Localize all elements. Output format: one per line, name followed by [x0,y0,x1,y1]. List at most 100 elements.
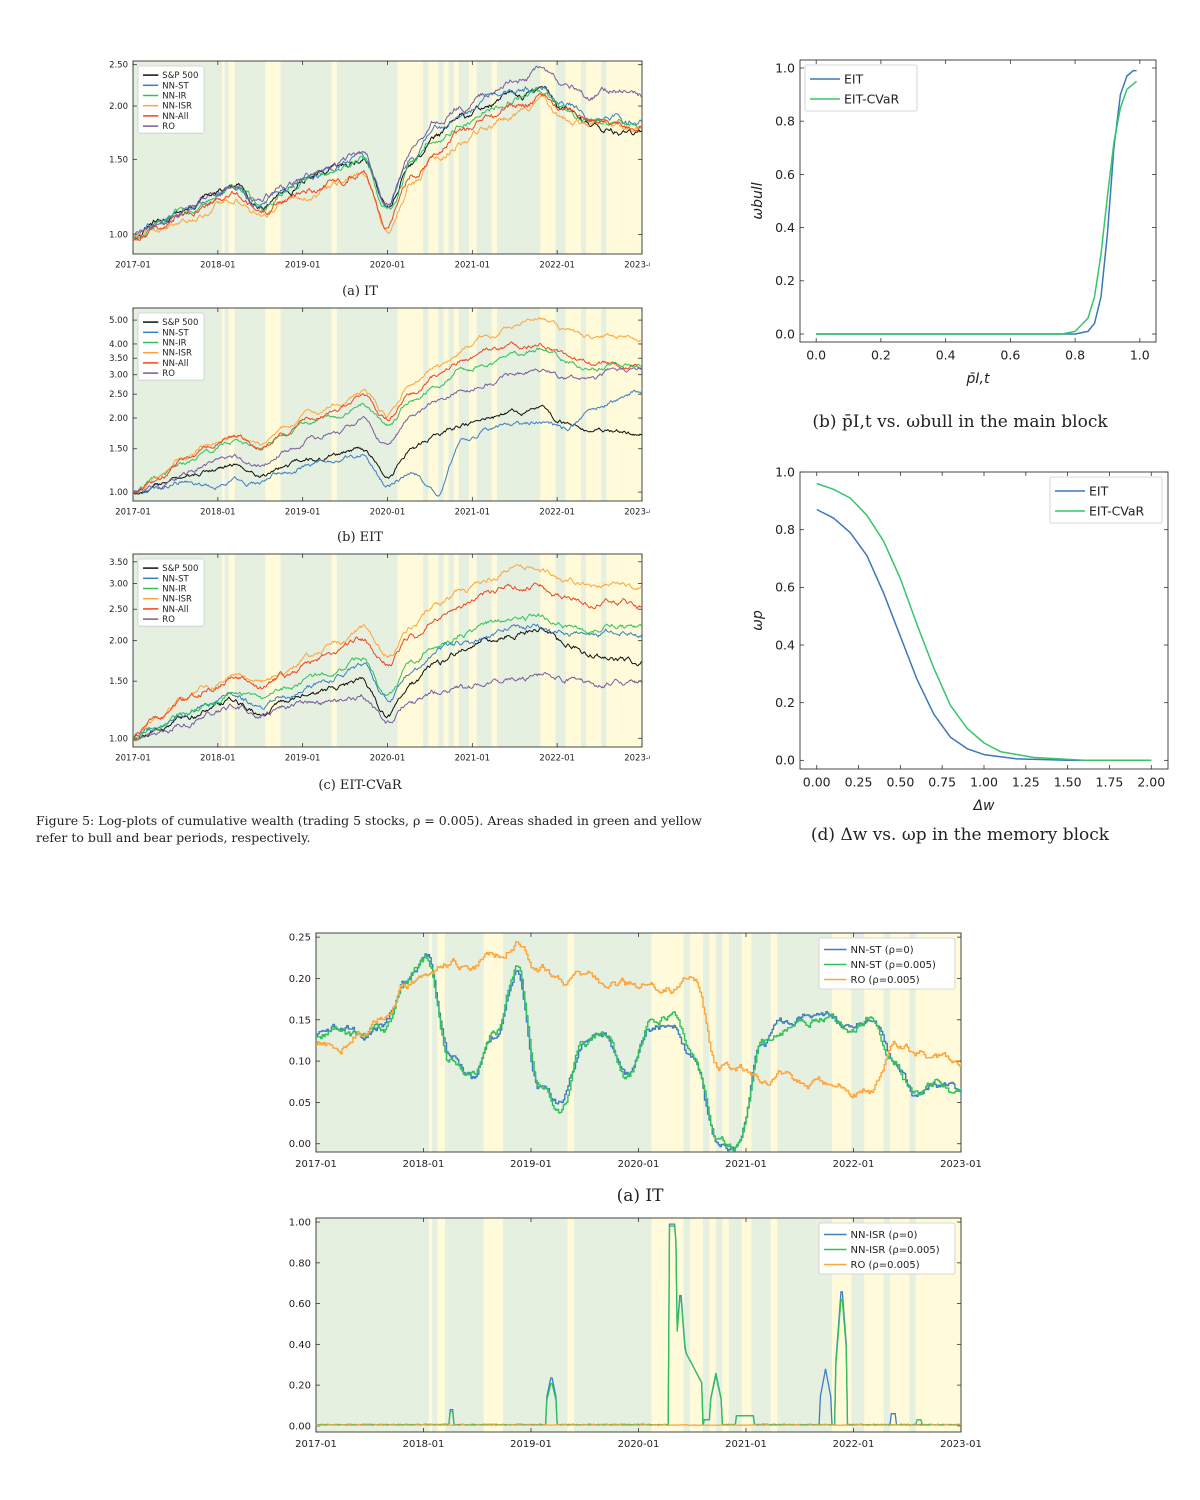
bear-period [453,554,460,747]
bear-period [222,554,225,747]
legend-label: RO (ρ=0.005) [851,1260,920,1271]
y-tick-label: 0.8 [775,114,795,129]
bull-period [601,61,607,254]
x-tick-label: 0.6 [1000,348,1020,363]
bull-period [448,61,454,254]
legend-label: S&P 500 [162,564,198,574]
series-lines [316,941,961,1152]
bear-period [741,1218,752,1432]
bear-period [651,933,684,1152]
bull-period [496,308,541,501]
bear-period [722,933,730,1152]
series-ro-0-005- [316,941,961,1099]
figure-5-caption: Figure 5: Log-plots of cumulative wealth… [36,813,702,845]
bear-period [331,61,337,254]
x-tick-label: 2017-01 [115,261,151,271]
bull-period [316,933,430,1152]
bull-period [503,1218,568,1432]
y-tick-label: 1.00 [289,1218,311,1229]
y-tick-label: 0.10 [289,1057,311,1068]
bull-period [751,1218,772,1432]
bear-period [770,1218,778,1432]
bear-period [709,1218,717,1432]
series-nn-st [133,623,642,740]
bull-period [438,554,444,747]
series-ro [133,671,642,741]
series-nn-all [133,92,642,241]
x-tick-label: 1.50 [1054,775,1082,790]
y-tick-label: 0.15 [289,1015,311,1026]
y-tick-label: 1.50 [109,677,128,687]
legend-label: EIT [1089,483,1109,498]
x-tick-label: 2021-01 [455,261,491,271]
x-tick-label: 2022-01 [539,508,575,518]
legend-label: EIT-CVaR [1089,503,1145,518]
bull-period [909,933,917,1152]
y-tick-label: 1.00 [109,734,128,744]
caption-a: (a) IT [342,284,378,299]
bear-period [540,308,556,501]
x-tick-label: 2017-01 [295,1439,337,1450]
regime-shading [316,933,962,1152]
legend-label: EIT [844,71,864,86]
bull-period [909,1218,917,1432]
bull-period [280,61,332,254]
bull-period [448,554,454,747]
bull-period [555,554,566,747]
bear-period [483,933,504,1152]
legend-label: RO [162,369,175,379]
series-eit-cvar [816,80,1138,335]
x-tick-label: 0.4 [936,348,956,363]
bear-period [483,1218,504,1432]
x-tick-label: 2023-01 [940,1159,982,1170]
x-tick-label: 2022-01 [833,1159,875,1170]
weights-isr-chart: 0.00 0.20 0.40 0.60 0.80 1.00 2017-01 2018-01 20… [289,1217,982,1450]
bear-period [437,1218,446,1432]
bull-period [728,933,742,1152]
y-tick-label: 2.50 [109,390,128,400]
bear-period [428,933,433,1152]
bull-period [715,1218,723,1432]
x-tick-label: 2020-01 [370,754,406,764]
x-tick-label: 2018-01 [403,1439,445,1450]
bear-period [606,554,643,747]
x-tick-label: 2023-01 [624,508,650,518]
bull-period [336,308,398,501]
bear-period [690,1218,704,1432]
bull-period [438,61,444,254]
x-tick-label: 2019-01 [510,1439,552,1450]
x-tick-label: 0.0 [806,348,826,363]
legend-label: NN-IR [162,338,186,348]
bear-period [651,1218,684,1432]
y-tick-label: 2.00 [109,102,128,112]
y-tick-label: 1.00 [109,488,128,498]
bull-period [234,61,266,254]
series-s-p-500 [133,627,642,741]
caption-right-d: (d) Δw vs. ωp in the memory block [810,825,1110,845]
bull-period [580,554,587,747]
bull-period [316,1218,430,1432]
wealth-cvar-chart: 1.00 1.50 2.00 2.50 3.00 3.50 2017-01 2018-01 20… [109,553,650,764]
bull-period [423,554,429,747]
bull-period [336,61,398,254]
bull-period [883,1218,891,1432]
bull-period [683,933,691,1152]
bear-period [709,933,717,1152]
legend-label: NN-ISR (ρ=0) [851,1230,918,1241]
bull-period [280,308,332,501]
bear-period [491,554,498,747]
bull-period [601,308,607,501]
legend-label: NN-IR [162,91,186,101]
bear-period [397,554,424,747]
bull-period [580,308,587,501]
y-tick-label: 0.20 [289,1381,311,1392]
series-ro [133,367,642,493]
y-tick-label: 0.20 [289,974,311,985]
y-tick-label: 1.50 [109,155,128,165]
bull-period [601,554,607,747]
y-tick-label: 1.50 [109,445,128,455]
x-axis-label: p̄I,t [966,371,990,387]
